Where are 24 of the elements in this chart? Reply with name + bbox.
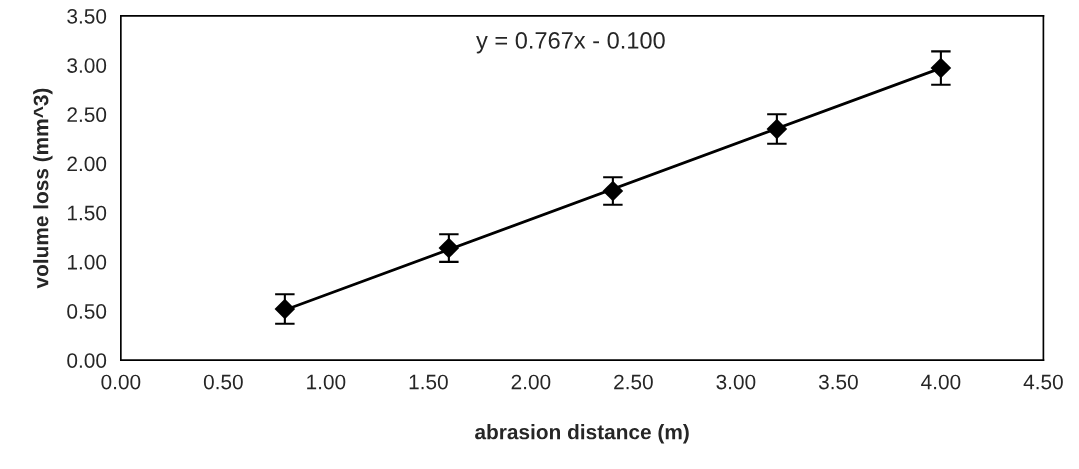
point — [766, 118, 788, 140]
x-tick-label: 2.50 — [614, 374, 653, 390]
x-tick-label: 1.00 — [307, 374, 346, 390]
x-tick-label: 4.50 — [1023, 374, 1063, 390]
x-tick-label: 3.50 — [818, 374, 858, 390]
y-tick-label: 2.00 — [67, 156, 107, 172]
x-tick-label: 0.50 — [203, 374, 243, 390]
x-tick-label: 0.00 — [101, 374, 141, 390]
x-tick-label: 4.00 — [921, 374, 961, 390]
point — [274, 298, 296, 320]
x-tick-label: 2.00 — [511, 374, 551, 390]
y-tick-label: 0.00 — [67, 353, 107, 368]
y-tick-label: 1.50 — [68, 205, 107, 221]
y-tick-label: 3.50 — [67, 8, 107, 24]
point — [930, 57, 952, 79]
x-tick-label: 1.50 — [409, 374, 448, 390]
y-tick-label: 0.50 — [67, 304, 107, 319]
annotation: y = 0.767x - 0.100 — [476, 32, 665, 54]
y-axis-title: volume loss (mm^3) — [33, 88, 53, 289]
x-tick-label: 3.00 — [716, 374, 756, 390]
y-tick-label: 3.00 — [67, 58, 107, 73]
y-tick-label: 1.00 — [68, 254, 107, 270]
y-tick-label: 2.50 — [67, 107, 107, 123]
x-axis-title: abrasion distance (m) — [475, 424, 689, 444]
